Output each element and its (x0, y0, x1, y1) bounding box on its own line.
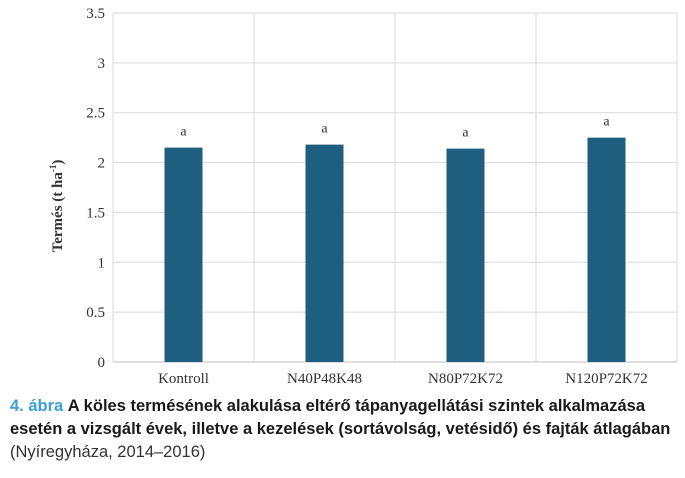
y-tick-label: 1.5 (86, 205, 105, 221)
data-labels: a a aa (180, 115, 610, 141)
bar (164, 147, 203, 362)
x-axis-categories: Kontroll N40P48K48 N80P72K72 N120P72K72 (158, 371, 648, 387)
figure-source: (Nyíregyháza, 2014–2016) (10, 443, 206, 461)
y-tick-label: 3 (98, 56, 106, 72)
bar (305, 144, 344, 362)
x-category-label: N40P48K48 (287, 371, 362, 387)
y-tick-label: 3.5 (86, 6, 105, 22)
bar-data-label: a (180, 125, 187, 140)
bar-data-label: a (603, 115, 610, 130)
y-axis-ticks: 0 0.5 1 1.5 2 2.5 3 3.5 (86, 6, 105, 371)
bar-data-label: a (462, 126, 469, 141)
figure-caption: 4. ábra A köles termésének alakulása elt… (10, 395, 682, 464)
bar-chart: 0 0.5 1 1.5 2 2.5 3 3.5 Kontroll N40P48K48 N80P72… (48, 6, 678, 387)
y-tick-label: 2.5 (86, 106, 105, 122)
figure-number: 4. ábra (10, 397, 64, 415)
bar (446, 148, 485, 362)
grid-lines (112, 12, 678, 363)
y-axis-title-main: Termés (t ha (50, 172, 66, 253)
x-category-label: N120P72K72 (565, 371, 648, 387)
bars (164, 137, 626, 362)
y-axis-title-close: ) (50, 160, 66, 165)
y-tick-label: 0 (98, 355, 106, 371)
x-category-label: Kontroll (158, 371, 209, 387)
figure-caption-text: A köles termésének alakulása eltérő tápa… (10, 397, 671, 438)
x-category-label: N80P72K72 (428, 371, 503, 387)
bar-data-label: a (321, 122, 328, 137)
bar (587, 137, 626, 362)
y-tick-label: 1 (98, 255, 106, 271)
y-tick-label: 2 (98, 156, 106, 172)
y-axis-title: Termés (t ha-1) (48, 160, 66, 253)
y-axis-title-superscript: -1 (48, 164, 58, 172)
y-tick-label: 0.5 (86, 305, 105, 321)
